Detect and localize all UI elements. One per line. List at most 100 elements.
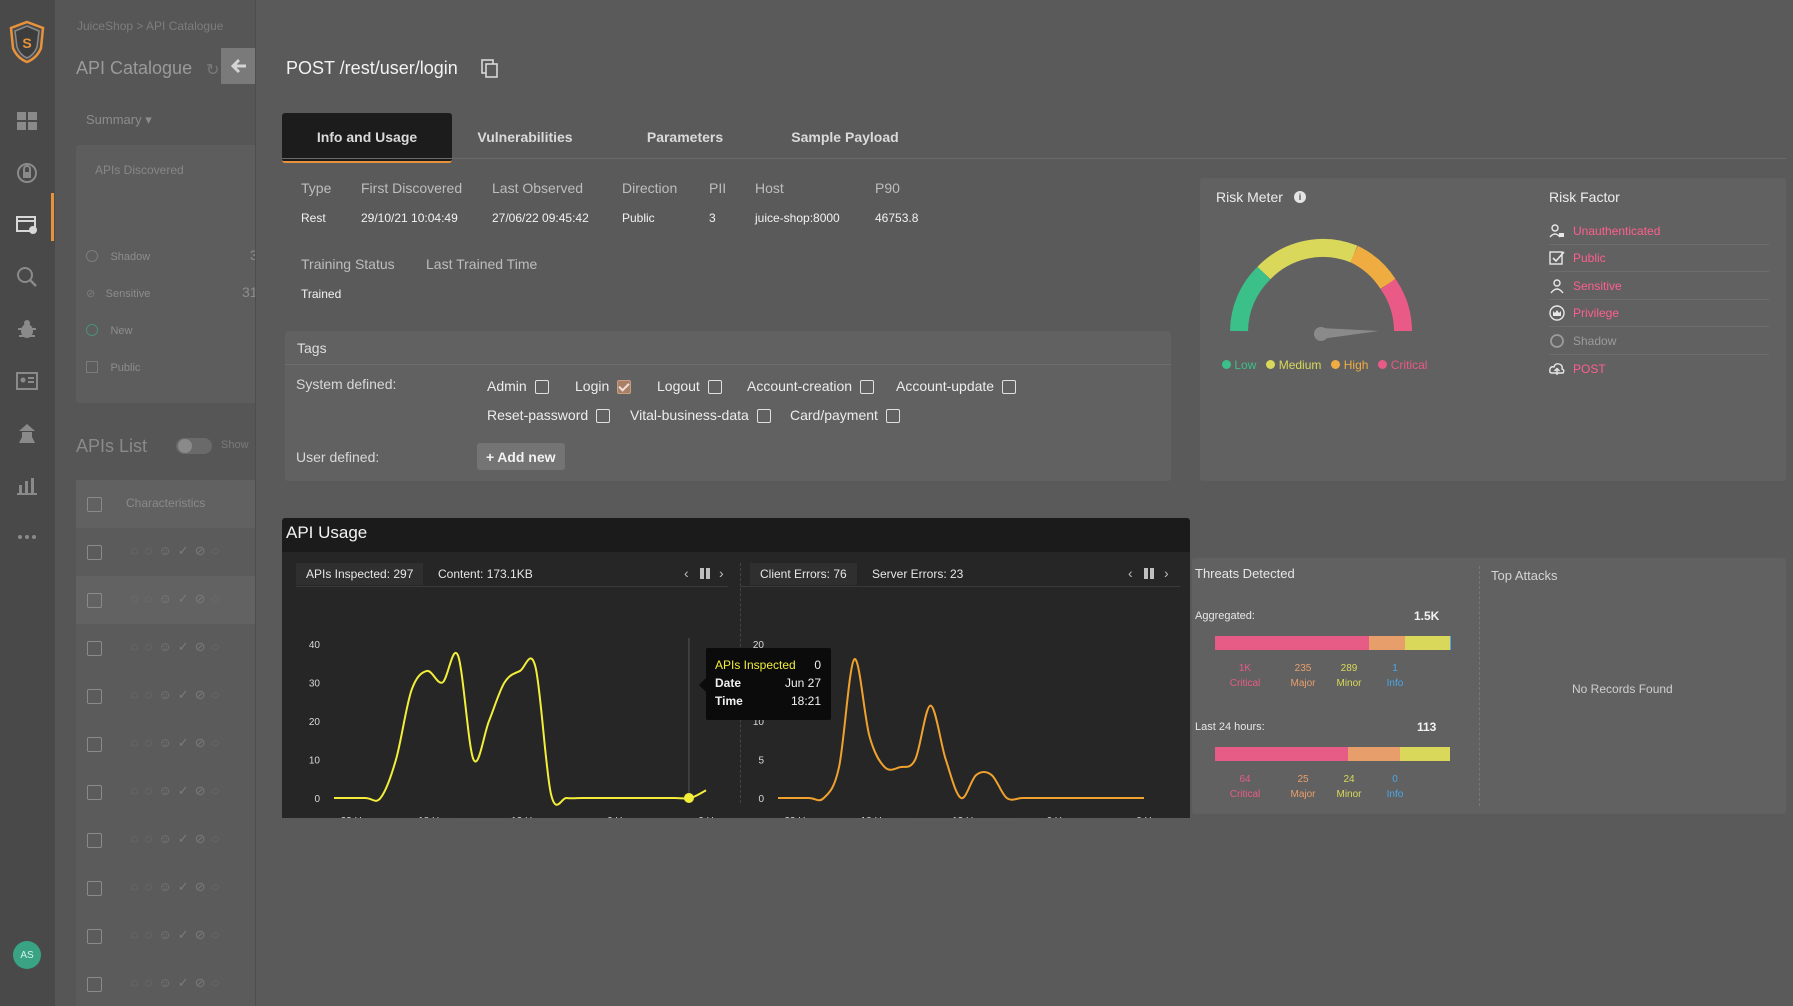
add-new-label: Add new <box>497 448 556 465</box>
table-row[interactable]: ◌◌☺✓⊘◌ <box>76 576 255 624</box>
show-toggle[interactable] <box>176 438 212 454</box>
row-checkbox[interactable] <box>87 977 102 992</box>
severity-count: 235 <box>1294 663 1312 674</box>
x-tick-label: -12 H <box>508 816 532 818</box>
series-line[interactable] <box>777 658 1144 802</box>
row-checkbox[interactable] <box>87 833 102 848</box>
tag-logout[interactable]: Logout <box>657 378 722 395</box>
characteristic-icons: ◌◌☺✓⊘◌ <box>131 639 226 654</box>
tag-card-payment[interactable]: Card/payment <box>790 407 900 424</box>
checkbox[interactable] <box>1002 380 1017 395</box>
chevron-right-icon[interactable]: › <box>1164 565 1169 581</box>
table-row[interactable]: ◌◌☺✓⊘◌ <box>76 672 255 720</box>
aggregated-bar[interactable] <box>1215 636 1450 650</box>
characteristic-icons: ◌◌☺✓⊘◌ <box>131 543 226 558</box>
row-checkbox[interactable] <box>87 929 102 944</box>
bar-segment-major[interactable] <box>1369 636 1406 650</box>
training-status-value: Trained <box>301 287 342 301</box>
tab-parameters[interactable]: Parameters <box>646 129 724 145</box>
back-button[interactable] <box>221 48 255 84</box>
bar-segment-critical[interactable] <box>1215 747 1349 761</box>
table-row[interactable]: ◌◌☺✓⊘◌ <box>76 960 255 1006</box>
row-checkbox[interactable] <box>87 641 102 656</box>
stat-value: 313 <box>242 284 255 300</box>
tooltip-time: 18:21 <box>790 694 821 708</box>
row-checkbox[interactable] <box>87 737 102 752</box>
series-line[interactable] <box>333 651 707 806</box>
refresh-icon[interactable]: ↻ <box>206 62 220 79</box>
row-checkbox[interactable] <box>87 593 102 608</box>
select-all-checkbox[interactable] <box>87 497 102 512</box>
reports-icon[interactable] <box>10 468 44 502</box>
identity-card-icon[interactable] <box>10 364 44 398</box>
tag-account-creation[interactable]: Account-creation <box>747 378 875 395</box>
chip-content[interactable]: Content: 173.1KB <box>438 567 533 581</box>
bar-segment-minor[interactable] <box>1400 747 1450 761</box>
characteristic-icons: ◌◌☺✓⊘◌ <box>131 831 226 846</box>
plus-icon: + <box>486 448 495 465</box>
bar-segment-minor[interactable] <box>1405 636 1450 650</box>
apis-inspected-chart[interactable]: 0 10 20 30 40 -23 H -18 H -12 H -6 H 0 H <box>282 588 732 818</box>
gauge-segment-low <box>1230 266 1271 332</box>
table-row[interactable]: ◌◌☺✓⊘◌ <box>76 528 255 576</box>
tag-admin[interactable]: Admin <box>487 378 549 395</box>
tag-account-update[interactable]: Account-update <box>896 378 1017 395</box>
copy-icon[interactable] <box>481 59 499 84</box>
add-new-tag-button[interactable]: + Add new <box>477 443 565 470</box>
table-row[interactable]: ◌◌☺✓⊘◌ <box>76 912 255 960</box>
checkbox[interactable] <box>707 380 722 395</box>
chip-apis-inspected[interactable]: APIs Inspected: 297 <box>296 563 424 585</box>
checkbox[interactable] <box>534 380 549 395</box>
last-24-hours-bar[interactable] <box>1215 747 1450 761</box>
chevron-left-icon[interactable]: ‹ <box>1128 565 1133 581</box>
summary-dropdown[interactable]: Summary ▾ <box>86 112 152 128</box>
pause-icon[interactable] <box>700 568 704 579</box>
avatar[interactable]: AS <box>13 941 41 969</box>
row-checkbox[interactable] <box>87 545 102 560</box>
table-row[interactable]: ◌◌☺✓⊘◌ <box>76 720 255 768</box>
table-row[interactable]: ◌◌☺✓⊘◌ <box>76 768 255 816</box>
tag-reset-password[interactable]: Reset-password <box>487 407 611 424</box>
table-row[interactable]: ◌◌☺✓⊘◌ <box>76 816 255 864</box>
chevron-right-icon[interactable]: › <box>719 565 724 581</box>
bar-segment-critical[interactable] <box>1215 636 1370 650</box>
tooltip-arrow <box>699 678 706 692</box>
chevron-left-icon[interactable]: ‹ <box>684 565 689 581</box>
bug-icon[interactable] <box>10 312 44 346</box>
tab-info-and-usage[interactable]: Info and Usage <box>282 113 452 163</box>
more-icon[interactable] <box>10 520 44 554</box>
pause-icon[interactable] <box>1144 568 1148 579</box>
scroll-indicator <box>908 822 958 825</box>
y-tick-label: 10 <box>753 717 765 728</box>
chip-server-errors[interactable]: Server Errors: 23 <box>872 567 964 581</box>
hacker-icon[interactable] <box>10 416 44 450</box>
dashboard-icon[interactable] <box>10 104 44 138</box>
info-value-type: Rest <box>301 211 326 225</box>
breadcrumb[interactable]: JuiceShop > API Catalogue <box>77 19 224 33</box>
risk-factor-shadow: Shadow <box>1549 327 1769 355</box>
x-tick-label: -23 H <box>781 816 805 818</box>
chip-client-errors[interactable]: Client Errors: 76 <box>750 563 857 585</box>
checkbox[interactable] <box>885 409 900 424</box>
table-row[interactable]: ◌◌☺✓⊘◌ <box>76 624 255 672</box>
checkbox[interactable] <box>860 380 875 395</box>
table-row[interactable]: ◌◌☺✓⊘◌ <box>76 864 255 912</box>
tag-label: Vital-business-data <box>630 407 749 423</box>
tag-login[interactable]: Login <box>575 378 632 395</box>
legend-high: High <box>1331 358 1368 372</box>
row-checkbox[interactable] <box>87 881 102 896</box>
search-icon[interactable] <box>10 260 44 294</box>
row-checkbox[interactable] <box>87 689 102 704</box>
checkbox[interactable] <box>756 409 771 424</box>
info-header-first-discovered: First Discovered <box>361 180 463 196</box>
info-icon[interactable]: i <box>1294 191 1306 203</box>
bar-segment-major[interactable] <box>1348 747 1401 761</box>
row-checkbox[interactable] <box>87 785 102 800</box>
security-icon[interactable] <box>10 156 44 190</box>
checkbox-checked[interactable] <box>617 380 632 395</box>
tab-sample-payload[interactable]: Sample Payload <box>791 129 899 145</box>
api-catalogue-icon[interactable] <box>10 208 44 242</box>
checkbox[interactable] <box>596 409 611 424</box>
tag-vital-business-data[interactable]: Vital-business-data <box>630 407 771 424</box>
tab-vulnerabilities[interactable]: Vulnerabilities <box>477 129 573 145</box>
